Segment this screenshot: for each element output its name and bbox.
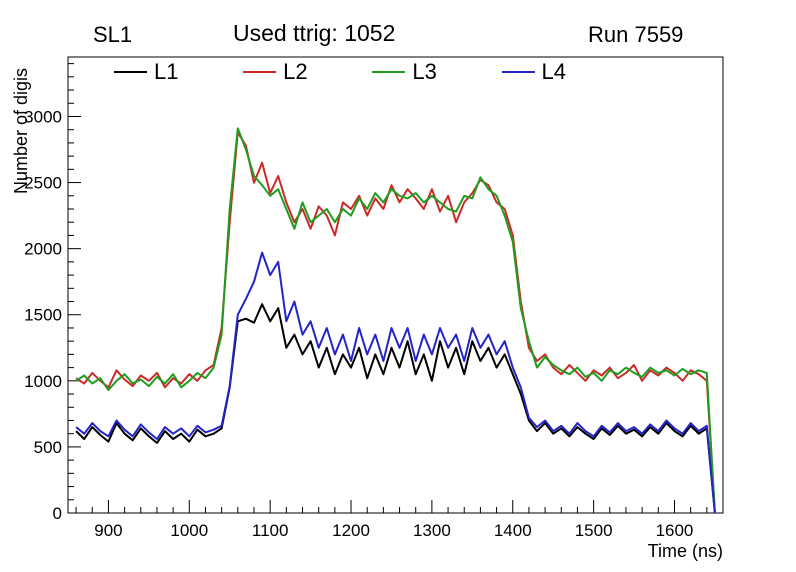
- svg-text:1500: 1500: [24, 306, 62, 325]
- legend-label-l2: L2: [283, 59, 308, 84]
- legend-entry-l1: L1: [114, 61, 178, 83]
- svg-text:2000: 2000: [24, 240, 62, 259]
- legend-line-l1-icon: [114, 71, 147, 73]
- legend-line-l4-icon: [501, 71, 535, 73]
- svg-text:3000: 3000: [24, 107, 62, 126]
- legend-line-l2-icon: [243, 71, 277, 73]
- legend-label-l3: L3: [412, 59, 437, 84]
- legend-line-l3-icon: [372, 71, 406, 73]
- svg-text:900: 900: [94, 521, 122, 540]
- svg-text:1100: 1100: [252, 521, 289, 540]
- x-axis-title: Time (ns): [647, 541, 723, 561]
- svg-text:2500: 2500: [24, 174, 62, 193]
- svg-text:0: 0: [53, 504, 62, 523]
- legend-entry-l2: L2: [243, 59, 308, 84]
- svg-text:500: 500: [34, 438, 62, 457]
- legend: L1 L2 L3 L4: [114, 61, 566, 83]
- svg-text:1200: 1200: [332, 521, 370, 540]
- svg-text:1400: 1400: [494, 521, 532, 540]
- pad-title-right: Run 7559: [588, 22, 684, 47]
- svg-text:1000: 1000: [24, 372, 62, 391]
- svg-text:1300: 1300: [413, 521, 451, 540]
- svg-text:1600: 1600: [656, 521, 694, 540]
- svg-text:1000: 1000: [170, 521, 208, 540]
- pad-title-center: Used ttrig: 1052: [233, 20, 396, 46]
- svg-text:1500: 1500: [575, 521, 613, 540]
- legend-entry-l4: L4: [501, 59, 566, 84]
- legend-label-l4: L4: [541, 59, 566, 84]
- legend-label-l1: L1: [154, 59, 179, 84]
- pad-title-left: SL1: [93, 22, 133, 47]
- legend-entry-l3: L3: [372, 59, 437, 84]
